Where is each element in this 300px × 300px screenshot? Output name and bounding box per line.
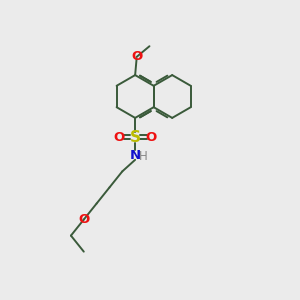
Text: N: N bbox=[130, 149, 141, 162]
Text: O: O bbox=[131, 50, 142, 63]
Text: H: H bbox=[139, 150, 148, 163]
Text: O: O bbox=[146, 131, 157, 144]
Text: O: O bbox=[113, 131, 124, 144]
Text: O: O bbox=[78, 213, 89, 226]
Text: S: S bbox=[130, 130, 141, 145]
